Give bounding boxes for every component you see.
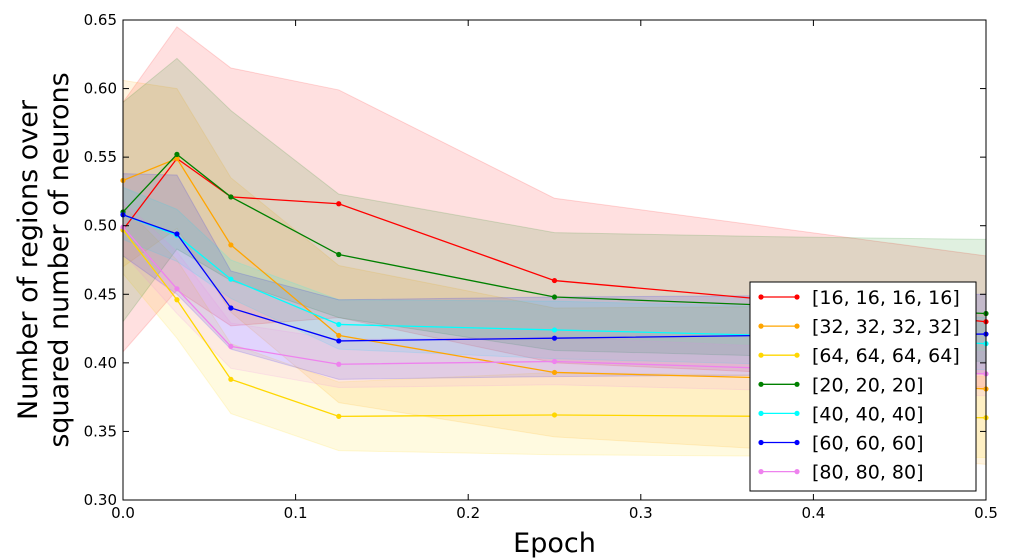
legend-marker: [758, 469, 764, 475]
x-tick-label: 0.2: [456, 504, 480, 522]
data-point: [551, 327, 558, 333]
y-tick-label: 0.35: [84, 422, 117, 440]
legend-label: [40, 40, 40]: [812, 403, 924, 425]
data-point: [551, 412, 558, 418]
data-point: [228, 376, 234, 382]
y-tick-label: 0.40: [84, 354, 117, 372]
y-tick-label: 0.60: [84, 80, 117, 98]
y-axis-label: Number of regions over squared number of…: [13, 72, 75, 447]
legend-label: [20, 20, 20]: [812, 374, 924, 396]
legend-item-1: [32, 32, 32, 32]: [758, 316, 960, 338]
data-point: [336, 251, 342, 258]
legend-label: [60, 60, 60]: [812, 433, 924, 455]
x-axis-label: Epoch: [513, 528, 596, 559]
data-point: [336, 413, 342, 419]
y-axis-label-line-2: squared number of neurons: [44, 72, 75, 447]
x-tick-label: 0.4: [801, 504, 825, 522]
legend-label: [16, 16, 16, 16]: [812, 287, 960, 309]
y-axis-label-line-1: Number of regions over: [13, 99, 44, 420]
y-tick-label: 0.65: [84, 11, 117, 29]
legend-marker: [758, 323, 764, 329]
data-point: [174, 231, 180, 237]
data-point: [551, 277, 558, 284]
data-point: [336, 201, 342, 207]
y-tick-label: 0.45: [84, 285, 117, 303]
legend-label: [80, 80, 80]: [812, 462, 924, 484]
y-tick-label: 0.55: [84, 148, 117, 166]
data-point: [174, 151, 180, 157]
legend-item-6: [80, 80, 80]: [758, 462, 924, 484]
legend-frame: [749, 281, 977, 492]
legend-marker: [758, 381, 764, 387]
axes: 0.0 0.1 0.2 0.3 0.4 0.5 0.30 0.35 0.40 0.45 0.50 0.…: [84, 11, 998, 522]
data-point: [551, 335, 558, 341]
plot-frame: [122, 19, 987, 501]
legend-item-2: [64, 64, 64, 64]: [758, 345, 960, 367]
legend-marker: [794, 410, 800, 416]
legend-item-0: [16, 16, 16, 16]: [758, 287, 960, 309]
data-point: [551, 369, 558, 376]
y-tick-label: 0.50: [84, 217, 117, 235]
data-point: [336, 338, 342, 344]
legend-marker: [758, 352, 764, 358]
x-tick-label: 0.1: [284, 504, 308, 522]
x-tick-label: 0.5: [974, 504, 998, 522]
legend-marker: [758, 410, 764, 416]
data-point: [174, 155, 180, 162]
y-tick-label: 0.30: [84, 491, 117, 509]
data-point: [228, 305, 234, 311]
data-point: [228, 343, 234, 349]
x-tick-label: 0.0: [111, 504, 135, 522]
legend-label: [64, 64, 64, 64]: [812, 345, 960, 367]
data-point: [228, 194, 234, 200]
legend-item-4: [40, 40, 40]: [758, 403, 924, 425]
x-tick-label: 0.3: [629, 504, 653, 522]
data-point: [228, 242, 234, 248]
data-point: [228, 276, 234, 282]
legend-marker: [794, 381, 800, 387]
legend-marker: [794, 323, 800, 329]
legend-marker: [794, 469, 800, 475]
data-point: [551, 294, 558, 300]
legend-item-3: [20, 20, 20]: [758, 374, 924, 396]
legend-marker: [794, 439, 800, 446]
legend-marker: [794, 294, 800, 300]
legend: [16, 16, 16, 16] [32, 32, 32, 32] [64, 64,…: [749, 281, 977, 492]
legend-label: [32, 32, 32, 32]: [812, 316, 960, 338]
data-point: [551, 358, 558, 365]
data-point: [336, 361, 342, 367]
data-point: [174, 286, 180, 292]
data-point: [174, 297, 180, 303]
data-point: [336, 321, 342, 328]
legend-item-5: [60, 60, 60]: [758, 433, 924, 455]
legend-marker: [758, 294, 764, 300]
legend-marker: [794, 352, 800, 358]
legend-marker: [758, 439, 764, 446]
data-point: [336, 332, 342, 339]
